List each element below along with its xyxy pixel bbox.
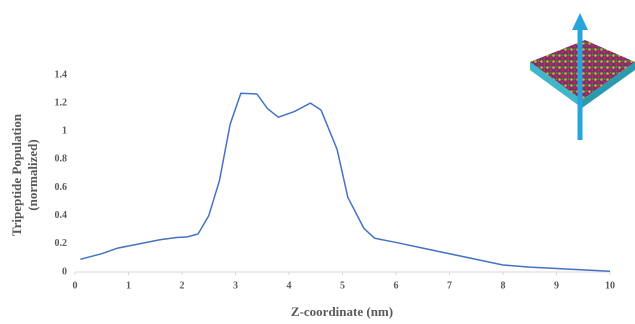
x-tick-label: 6: [394, 280, 399, 291]
y-axis-label: (normalized): [25, 139, 40, 210]
y-axis-label: Tripeptide Population: [9, 113, 24, 236]
x-tick-label: 0: [73, 280, 78, 291]
x-tick-label: 10: [605, 280, 615, 291]
y-tick-label: 0.4: [55, 210, 68, 221]
x-tick-label: 1: [126, 280, 131, 291]
y-tick-label: 0: [62, 266, 67, 277]
y-tick-label: 0.8: [55, 154, 68, 165]
x-tick-label: 7: [447, 280, 452, 291]
x-tick-label: 8: [501, 280, 506, 291]
y-tick-label: 1: [62, 126, 67, 137]
x-tick-label: 4: [287, 280, 292, 291]
y-tick-label: 0.2: [55, 238, 68, 249]
x-axis-label: Z-coordinate (nm): [291, 304, 393, 319]
y-tick-label: 1.2: [55, 97, 68, 108]
y-tick-label: 1.4: [55, 69, 68, 80]
membrane-inset: [530, 13, 635, 140]
x-tick-label: 5: [340, 280, 345, 291]
x-tick-label: 9: [554, 280, 559, 291]
x-tick-label: 2: [180, 280, 185, 291]
y-tick-label: 0.6: [55, 182, 68, 193]
data-line: [80, 92, 611, 273]
x-tick-label: 3: [233, 280, 238, 291]
